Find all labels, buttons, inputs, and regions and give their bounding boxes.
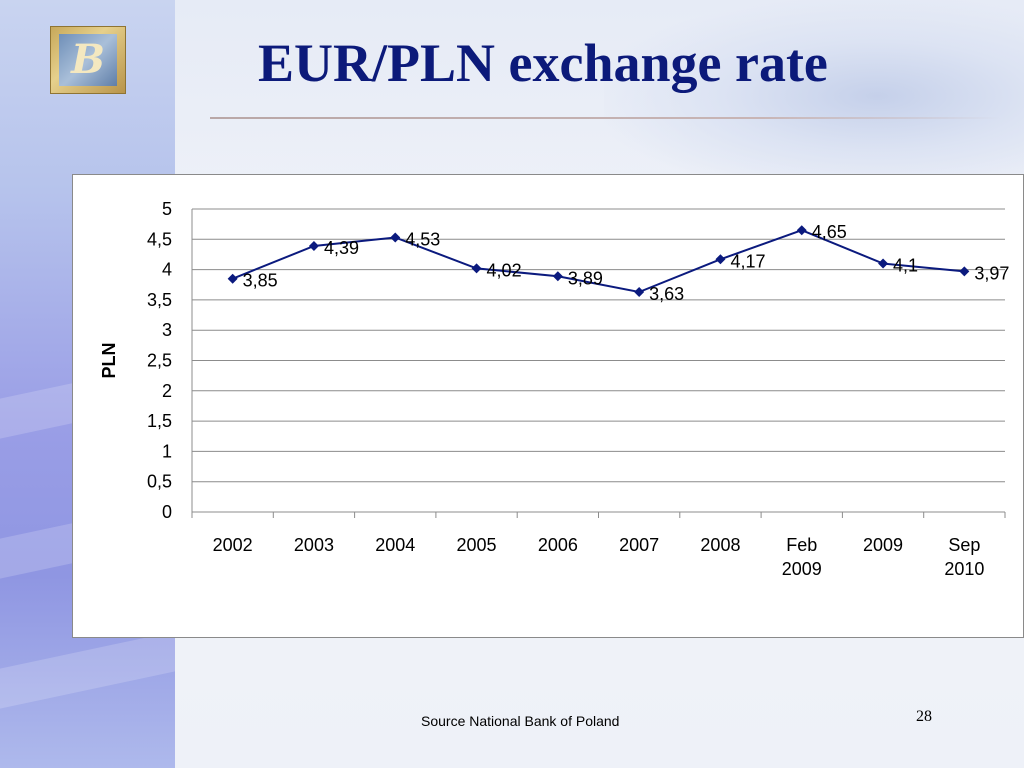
- slide-title: EUR/PLN exchange rate: [258, 33, 828, 93]
- data-label: 4,65: [812, 222, 847, 242]
- y-tick-label: 5: [162, 199, 172, 219]
- data-point-marker: [227, 273, 238, 284]
- data-label: 4,17: [730, 251, 765, 271]
- x-tick-label: Feb 2009: [782, 535, 822, 579]
- data-label: 4,02: [487, 260, 522, 280]
- x-tick-label: 2002: [213, 535, 253, 555]
- x-tick-label: 2008: [700, 535, 740, 555]
- data-label: 4,53: [405, 229, 440, 249]
- data-point-marker: [390, 232, 401, 243]
- data-point-marker: [471, 263, 482, 274]
- source-note: Source National Bank of Poland: [421, 713, 620, 729]
- logo-glyph: B: [71, 36, 105, 83]
- y-tick-label: 0,5: [147, 472, 172, 492]
- y-tick-label: 4: [162, 260, 172, 280]
- y-axis-label: PLN: [99, 343, 119, 379]
- data-label: 4,39: [324, 238, 359, 258]
- x-tick-label: 2009: [863, 535, 903, 555]
- series-line: [232, 229, 965, 294]
- data-point-marker: [959, 266, 970, 277]
- x-tick-label: 2005: [457, 535, 497, 555]
- band-stripe: [0, 631, 175, 709]
- data-label: 3,89: [568, 268, 603, 288]
- data-label: 3,85: [243, 271, 278, 291]
- bank-logo-icon: B: [50, 26, 126, 94]
- chart-panel: 0 0,5 1 1,5 2 2,5 3 3,5 4 4,5 5 2002 2003 2004 2005 200…: [72, 174, 1024, 638]
- y-tick-label: 3,5: [147, 290, 172, 310]
- data-point-marker: [796, 225, 807, 236]
- data-point-marker: [878, 258, 889, 269]
- y-tick-label: 0: [162, 502, 172, 522]
- y-tick-label: 1,5: [147, 411, 172, 431]
- background-photo: [604, 0, 1024, 175]
- x-tick-label: 2007: [619, 535, 659, 555]
- data-point-marker: [552, 271, 563, 282]
- logo-emblem: B: [59, 34, 117, 86]
- y-tick-label: 4,5: [147, 229, 172, 249]
- y-tick-label: 1: [162, 441, 172, 461]
- data-point-marker: [634, 287, 645, 298]
- x-tick-label: 2004: [375, 535, 415, 555]
- data-label: 3,63: [649, 284, 684, 304]
- y-tick-label: 3: [162, 320, 172, 340]
- data-label: 4,1: [893, 256, 918, 276]
- x-tick-label: 2006: [538, 535, 578, 555]
- x-tick-label: Sep 2010: [944, 535, 984, 579]
- y-tick-label: 2,5: [147, 351, 172, 371]
- x-tick-label: 2003: [294, 535, 334, 555]
- data-label: 3,97: [974, 263, 1009, 283]
- line-chart: 0 0,5 1 1,5 2 2,5 3 3,5 4 4,5 5 2002 2003 2004 2005 200…: [99, 199, 1009, 579]
- y-tick-label: 2: [162, 381, 172, 401]
- title-divider: [210, 117, 1000, 119]
- data-point-marker: [308, 240, 319, 251]
- page-number: 28: [916, 708, 932, 725]
- data-point-marker: [715, 254, 726, 265]
